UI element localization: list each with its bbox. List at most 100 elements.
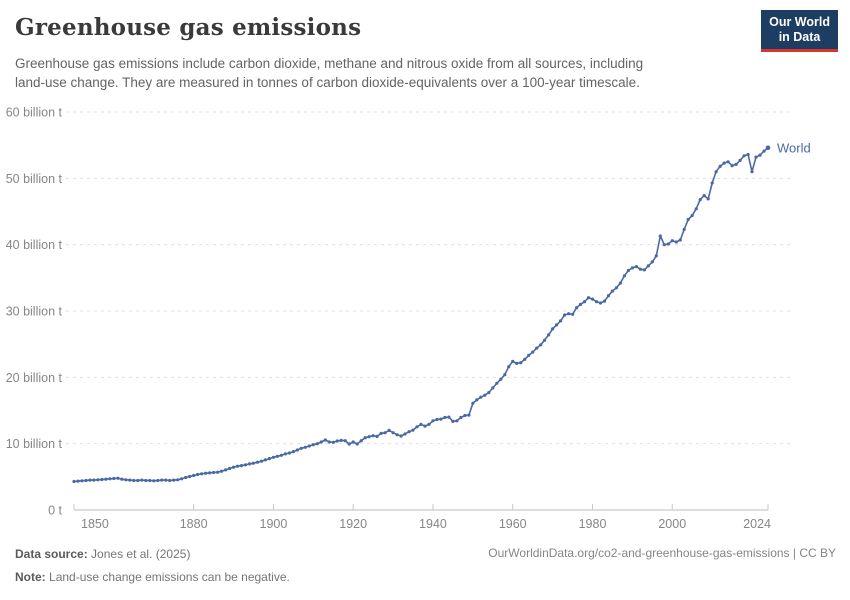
data-point: [303, 445, 307, 449]
y-tick-label: 30 billion t: [6, 305, 63, 319]
data-point: [463, 413, 467, 418]
data-point: [367, 435, 371, 439]
y-tick-label: 0 t: [48, 504, 62, 518]
data-point: [299, 446, 303, 450]
data-point: [251, 461, 256, 465]
data-point: [678, 238, 682, 242]
data-point: [511, 359, 515, 363]
data-point: [144, 478, 148, 483]
data-point: [499, 377, 503, 381]
data-point: [722, 161, 726, 165]
data-point: [355, 442, 359, 446]
data-point: [662, 243, 666, 247]
data-point: [519, 361, 523, 365]
data-point: [72, 479, 76, 484]
data-point: [686, 217, 690, 222]
data-point: [750, 170, 754, 174]
data-point: [443, 415, 447, 420]
data-point: [638, 267, 643, 271]
data-point: [283, 452, 287, 456]
data-point: [411, 428, 415, 432]
data-point: [132, 478, 136, 483]
data-point: [164, 478, 168, 482]
data-point: [431, 419, 435, 423]
owid-logo[interactable]: Our World in Data: [761, 10, 838, 52]
data-point: [387, 428, 391, 432]
data-point: [108, 477, 112, 481]
world-series-line[interactable]: [73, 147, 769, 483]
data-point: [415, 425, 419, 429]
data-point: [483, 393, 487, 397]
note-label: Note:: [15, 570, 46, 584]
data-point: [148, 478, 152, 483]
data-point: [690, 213, 694, 218]
note-row: Note: Land-use change emissions can be n…: [15, 566, 290, 589]
data-point: [136, 478, 140, 483]
data-point: [682, 227, 686, 231]
data-point: [231, 465, 236, 469]
data-point: [654, 254, 658, 258]
data-point: [590, 297, 595, 301]
data-point: [116, 476, 120, 480]
data-point: [279, 453, 283, 457]
data-point: [275, 454, 279, 458]
data-point: [379, 431, 383, 435]
data-point: [527, 353, 531, 357]
data-point: [451, 419, 455, 423]
x-tick-label: 1900: [260, 517, 288, 531]
data-point: [395, 433, 399, 437]
data-point: [371, 434, 375, 438]
data-point: [559, 319, 563, 323]
data-point: [614, 286, 619, 290]
x-tick-label: 2000: [658, 517, 686, 531]
data-point: [76, 479, 80, 483]
data-point: [503, 373, 507, 377]
data-point: [551, 327, 555, 331]
x-tick-label: 1850: [81, 517, 109, 531]
data-point: [88, 478, 92, 482]
x-tick-label: 1940: [419, 517, 447, 531]
data-point: [475, 398, 479, 402]
data-point: [287, 451, 291, 455]
data-point: [156, 478, 160, 483]
data-point: [104, 477, 108, 481]
data-point: [92, 478, 96, 482]
owid-link[interactable]: OurWorldinData.org/co2-and-greenhouse-ga…: [488, 546, 836, 560]
data-point: [598, 301, 603, 305]
data-point: [610, 289, 615, 293]
x-tick-label: 1960: [499, 517, 527, 531]
data-point: [650, 260, 654, 264]
data-point: [578, 302, 583, 306]
data-point: [216, 470, 220, 474]
logo-line-1: Our World: [769, 15, 830, 29]
x-tick-label: 1920: [339, 517, 367, 531]
data-point: [291, 450, 295, 454]
data-point: [765, 145, 771, 151]
data-point: [670, 239, 674, 243]
data-point: [267, 457, 271, 461]
data-point: [407, 430, 411, 434]
data-point: [694, 207, 698, 211]
x-tick-label: 1980: [579, 517, 607, 531]
data-point: [718, 164, 722, 168]
data-point: [658, 234, 662, 238]
y-tick-label: 20 billion t: [6, 371, 63, 385]
data-point: [120, 477, 124, 481]
data-point: [702, 194, 706, 198]
data-point: [547, 333, 551, 337]
data-point: [184, 475, 188, 480]
data-point: [535, 346, 539, 350]
data-point: [347, 442, 351, 446]
data-point: [307, 444, 311, 448]
y-tick-label: 60 billion t: [6, 106, 63, 120]
data-point: [567, 312, 571, 316]
data-point: [491, 386, 495, 390]
chart-subtitle: Greenhouse gas emissions include carbon …: [15, 54, 643, 92]
data-point: [339, 438, 343, 442]
data-point: [543, 338, 547, 342]
data-point: [563, 313, 567, 317]
data-point: [602, 299, 607, 303]
data-point: [255, 460, 260, 464]
